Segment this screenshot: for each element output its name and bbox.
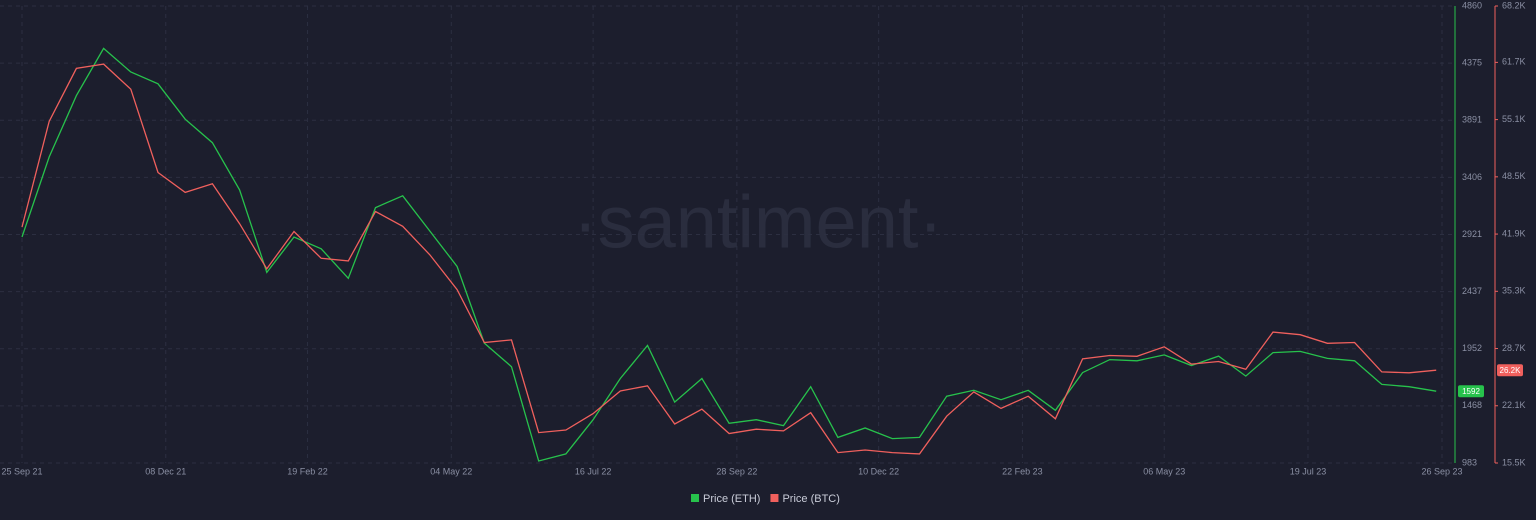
- y2-tick-label: 28.7K: [1502, 343, 1526, 353]
- y-tick-label: 3891: [1462, 115, 1482, 125]
- x-tick-label: 19 Feb 22: [287, 466, 328, 476]
- series-line: [21, 47, 1437, 462]
- y-tick-label: 1468: [1462, 400, 1482, 410]
- legend-swatch: [770, 494, 779, 502]
- last-value-label: 1592: [1462, 387, 1480, 396]
- y2-tick-label: 68.2K: [1502, 0, 1526, 10]
- x-tick-label: 06 May 23: [1143, 466, 1185, 476]
- legend-label: Price (ETH): [703, 493, 760, 505]
- y-tick-label: 4860: [1462, 0, 1482, 10]
- y2-tick-label: 41.9K: [1502, 228, 1526, 238]
- last-value-badge: [1497, 364, 1523, 377]
- x-tick-label: 08 Dec 21: [145, 466, 186, 476]
- y-tick-label: 983: [1462, 457, 1477, 467]
- y-tick-label: 2921: [1462, 229, 1482, 239]
- x-tick-label: 26 Sep 23: [1421, 466, 1462, 476]
- y2-tick-label: 35.3K: [1502, 286, 1526, 296]
- x-tick-label: 19 Jul 23: [1290, 466, 1327, 476]
- x-tick-label: 25 Sep 21: [1, 466, 42, 476]
- watermark: ·santiment·: [573, 181, 943, 264]
- series-line: [21, 63, 1437, 455]
- y-tick-label: 3406: [1462, 172, 1482, 182]
- x-tick-label: 04 May 22: [430, 466, 472, 476]
- x-tick-label: 22 Feb 23: [1002, 466, 1043, 476]
- x-tick-label: 16 Jul 22: [575, 466, 612, 476]
- x-tick-label: 28 Sep 22: [716, 466, 757, 476]
- legend-label: Price (BTC): [782, 493, 839, 505]
- y2-tick-label: 48.5K: [1502, 171, 1526, 181]
- y-tick-label: 4375: [1462, 58, 1482, 68]
- y-tick-label: 1952: [1462, 343, 1482, 353]
- y2-tick-label: 55.1K: [1502, 114, 1526, 124]
- x-tick-label: 10 Dec 22: [858, 466, 899, 476]
- y2-tick-label: 15.5K: [1502, 457, 1526, 467]
- y2-tick-label: 22.1K: [1502, 400, 1526, 410]
- y-tick-label: 2437: [1462, 286, 1482, 296]
- y2-tick-label: 61.7K: [1502, 57, 1526, 67]
- legend: Price (ETH) Price (BTC): [691, 493, 840, 505]
- legend-swatch: [691, 494, 699, 502]
- last-value-badge: [1458, 385, 1484, 398]
- last-value-label: 26.2K: [1500, 366, 1522, 375]
